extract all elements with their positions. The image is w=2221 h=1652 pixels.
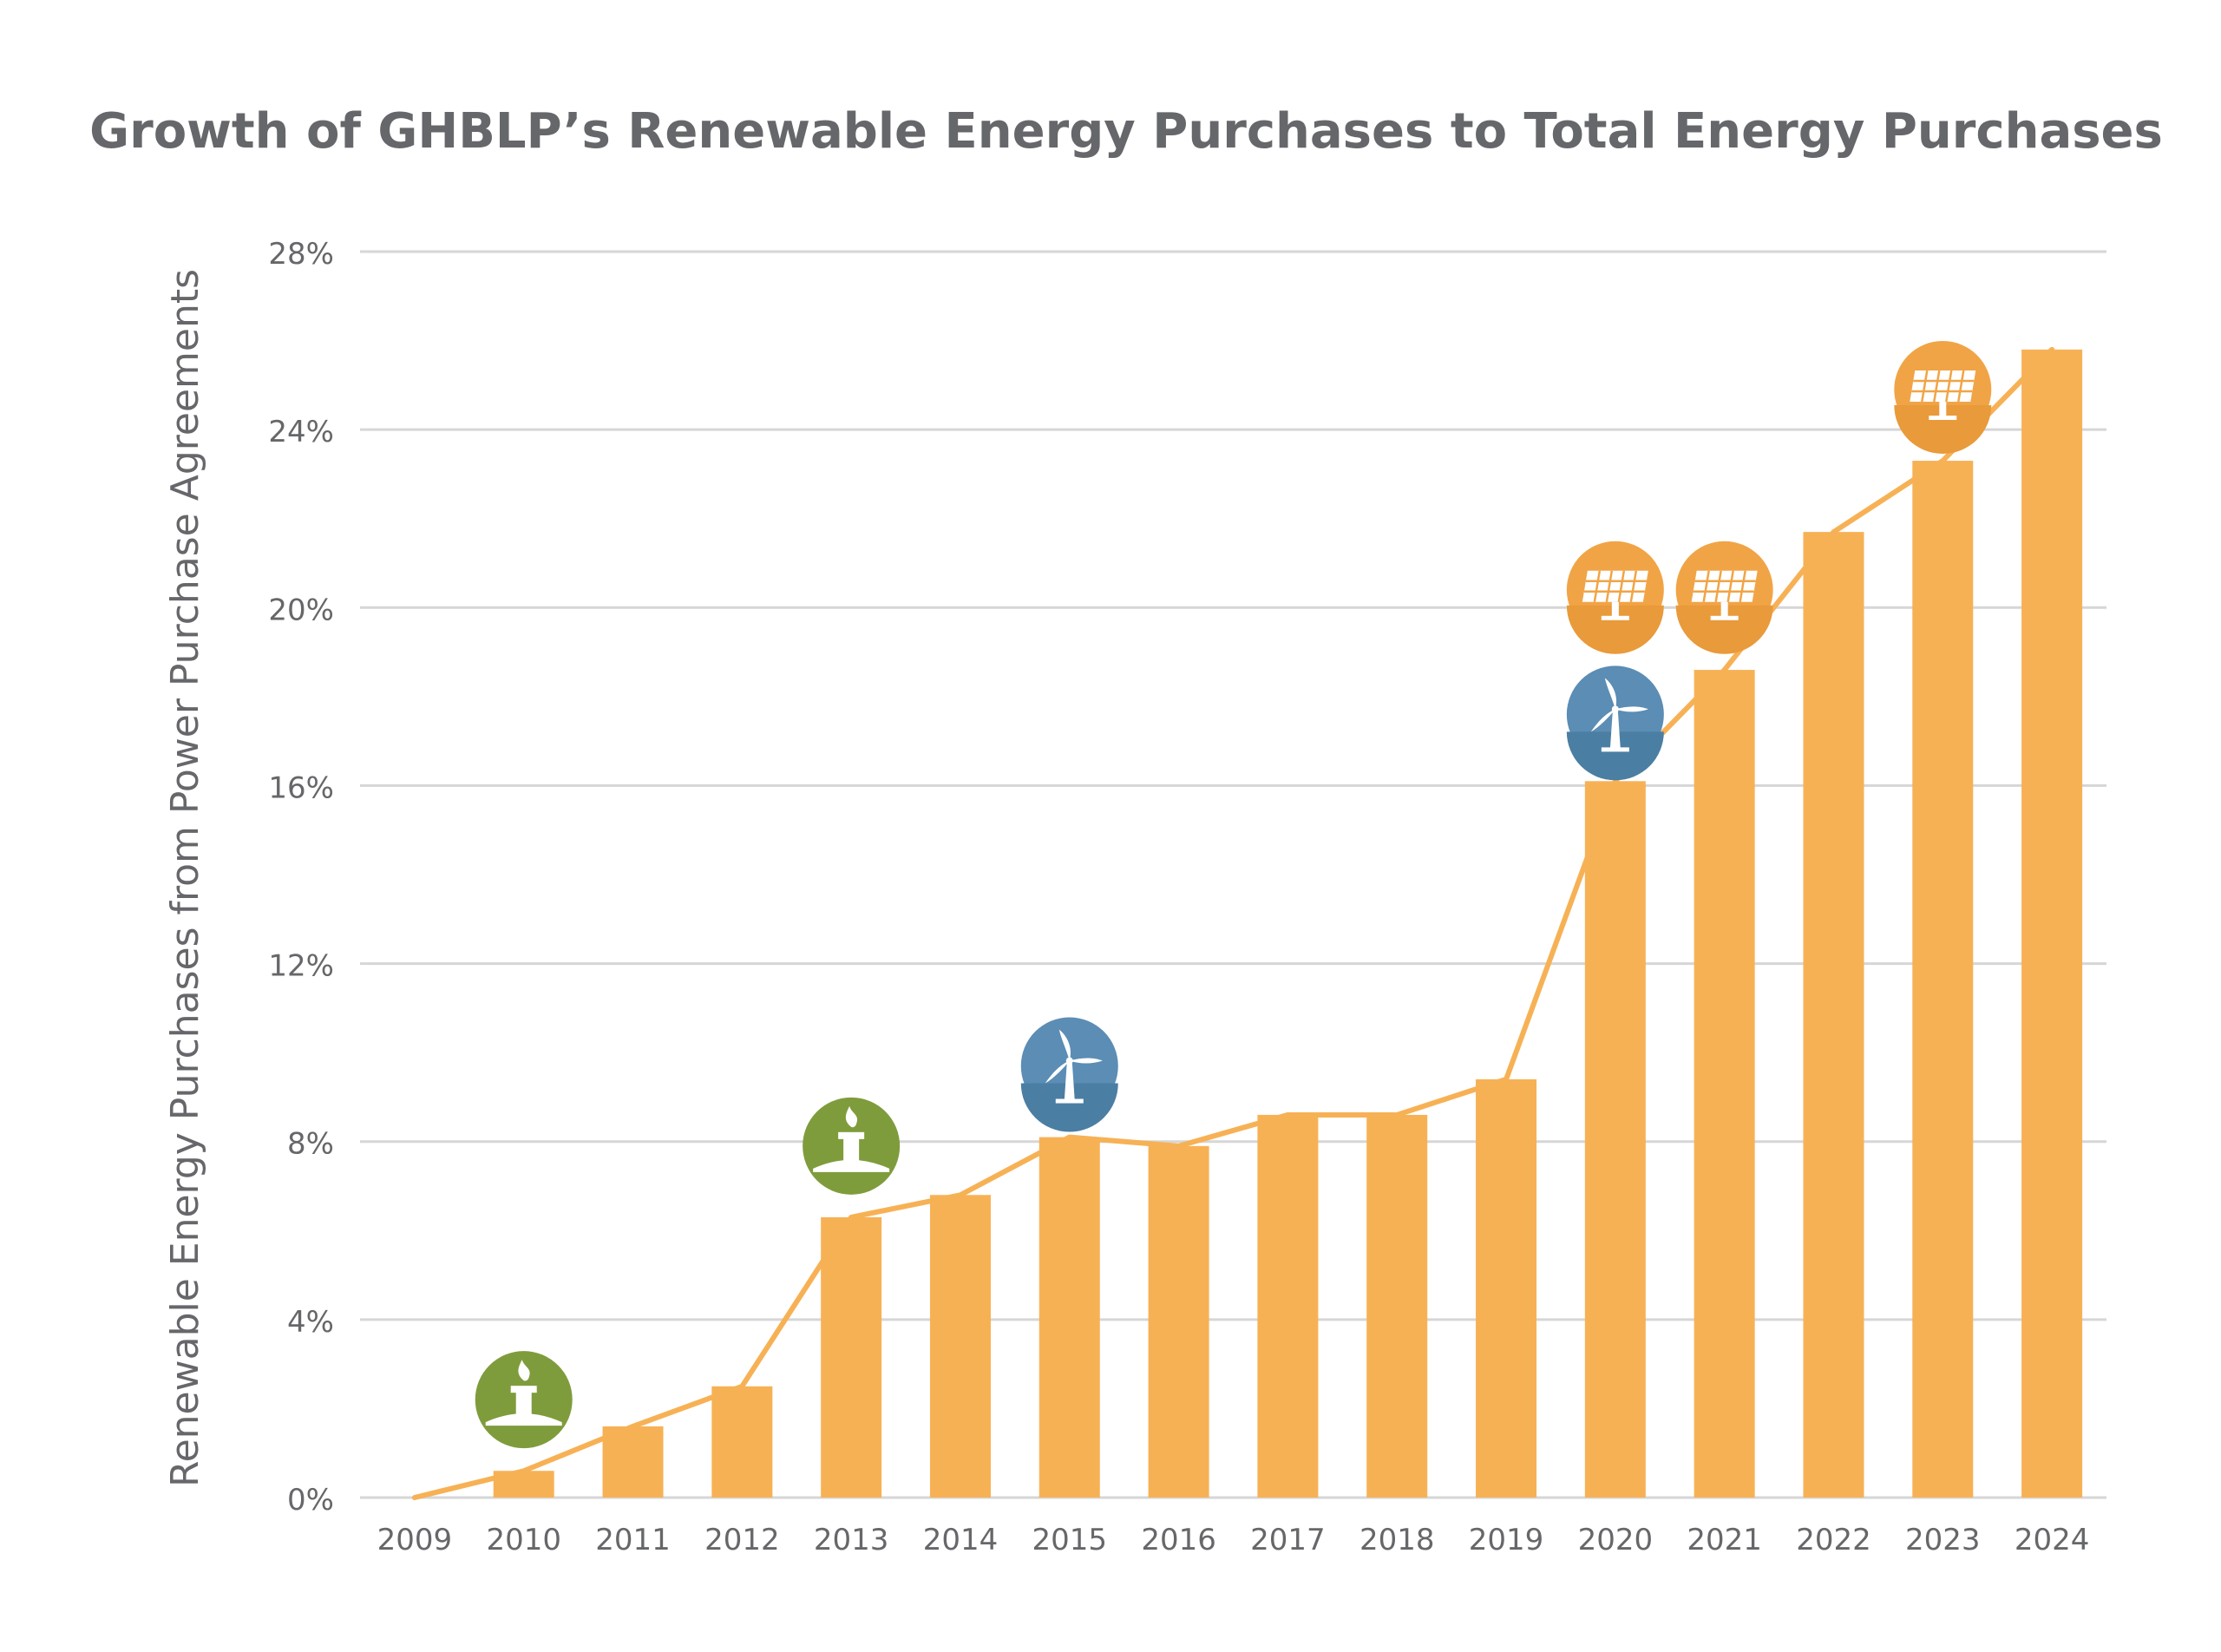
y-tick-label: 24%	[268, 415, 334, 449]
bar-2021	[1694, 670, 1755, 1498]
y-tick-label: 12%	[268, 949, 334, 984]
solar-panel-icon	[1894, 340, 1992, 454]
x-tick-label: 2020	[1578, 1523, 1654, 1557]
x-tick-label: 2022	[1796, 1523, 1871, 1557]
bar-2018	[1366, 1114, 1428, 1498]
x-tick-label: 2009	[377, 1523, 453, 1557]
x-axis-ticks: 2009 2010 2011 2012 2013 2014 2015 2016 2017 2018…	[377, 1523, 2090, 1557]
bar-2013	[821, 1216, 882, 1498]
bar-2017	[1257, 1114, 1319, 1498]
y-axis-label: Renewable Energy Purchases from Power Pu…	[163, 269, 207, 1487]
x-tick-label: 2024	[2015, 1523, 2090, 1557]
y-tick-label: 4%	[287, 1305, 334, 1340]
solar-panel-icon	[1566, 541, 1664, 654]
energy-source-icons	[475, 340, 1992, 1449]
x-tick-label: 2015	[1032, 1523, 1108, 1557]
wind-turbine-icon	[1020, 1017, 1118, 1132]
grid-lines	[360, 250, 2106, 1499]
chart-title: Growth of GHBLP’s Renewable Energy Purch…	[89, 103, 2163, 160]
bar-2020	[1584, 781, 1646, 1498]
bar-2019	[1476, 1078, 1537, 1498]
trend-line-group	[411, 346, 2055, 1500]
x-tick-label: 2017	[1250, 1523, 1326, 1557]
wind-turbine-icon	[1566, 665, 1664, 781]
bar-2014	[929, 1195, 991, 1498]
bar-2011	[602, 1426, 664, 1498]
x-tick-label: 2011	[595, 1523, 671, 1557]
bar-2024	[2021, 349, 2083, 1498]
landfill-gas-icon	[803, 1097, 901, 1195]
bar-2022	[1803, 532, 1864, 1498]
trend-line	[411, 346, 2055, 1500]
bars	[493, 349, 2083, 1498]
y-tick-label: 0%	[287, 1483, 334, 1518]
bar-2023	[1912, 461, 1974, 1498]
y-tick-label: 20%	[268, 593, 334, 627]
y-axis-ticks: 0% 4% 8% 12% 16% 20% 24% 28%	[268, 237, 334, 1518]
x-tick-label: 2013	[814, 1523, 889, 1557]
x-tick-label: 2012	[704, 1523, 780, 1557]
x-tick-label: 2023	[1905, 1523, 1981, 1557]
x-tick-label: 2010	[486, 1523, 561, 1557]
bar-2016	[1148, 1145, 1209, 1498]
x-tick-label: 2018	[1359, 1523, 1435, 1557]
y-tick-label: 16%	[268, 770, 334, 805]
x-tick-label: 2019	[1469, 1523, 1544, 1557]
y-tick-label: 28%	[268, 237, 334, 272]
x-tick-label: 2021	[1687, 1523, 1762, 1557]
bar-2015	[1038, 1137, 1100, 1498]
solar-panel-icon	[1675, 541, 1773, 654]
landfill-gas-icon	[475, 1351, 573, 1449]
x-tick-label: 2014	[923, 1523, 999, 1557]
y-tick-label: 8%	[287, 1127, 334, 1162]
bar-2012	[711, 1386, 773, 1498]
x-tick-label: 2016	[1141, 1523, 1216, 1557]
